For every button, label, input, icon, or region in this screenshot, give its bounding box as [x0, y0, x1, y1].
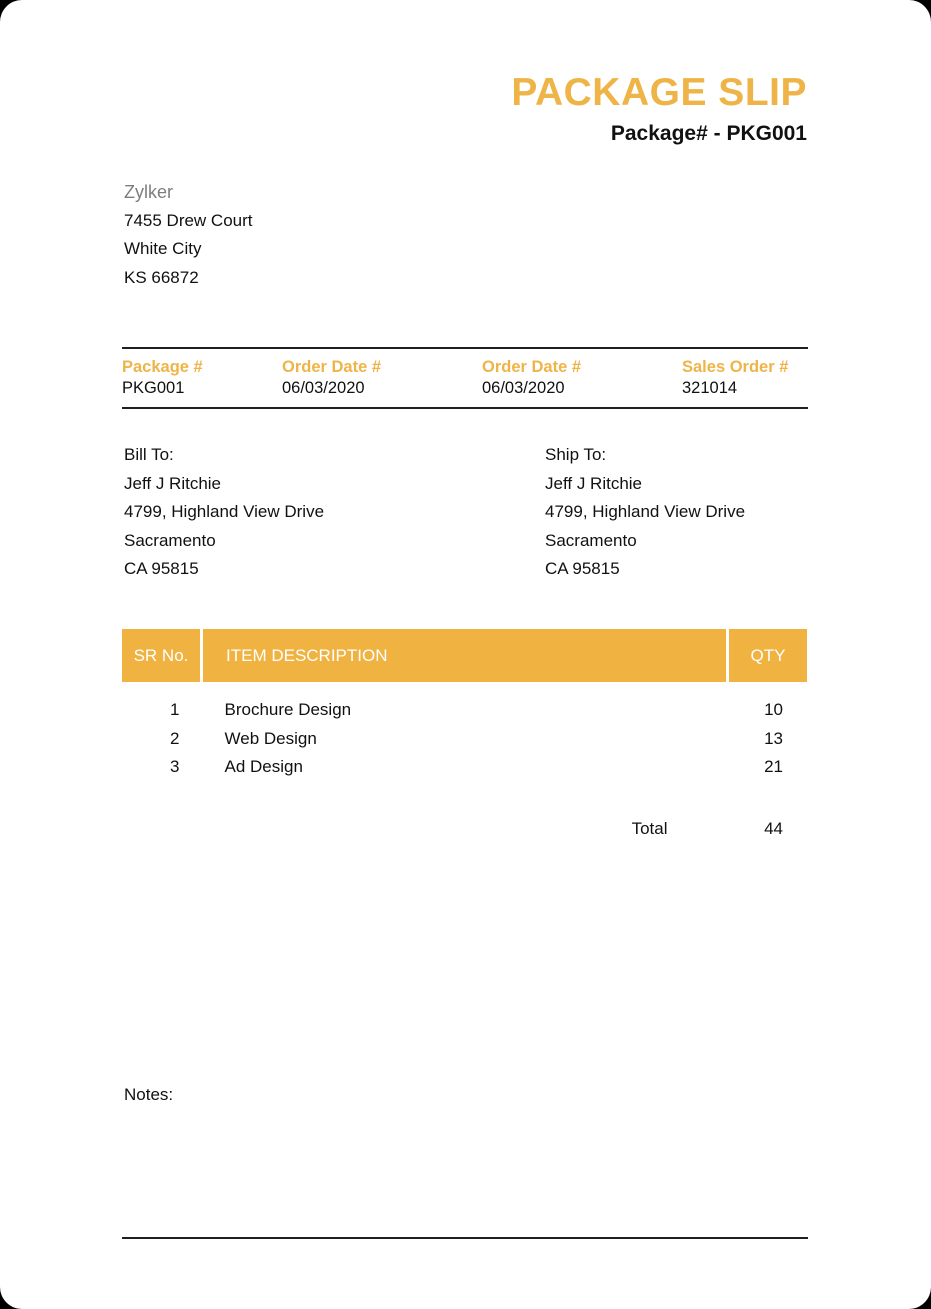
footer-divider	[122, 1237, 808, 1239]
line-items-table: SR No. ITEM DESCRIPTION QTY 1 Brochure D…	[122, 629, 807, 843]
package-number-subtitle: Package# - PKG001	[610, 122, 807, 145]
bill-to-block: Bill To: Jeff J Ritchie 4799, Highland V…	[124, 441, 324, 584]
meta-value-order-date-2: 06/03/2020	[482, 379, 565, 397]
meta-header-package-number: Package #	[122, 358, 203, 376]
row-item-description: Brochure Design	[224, 700, 352, 720]
sender-company-name: Zylker	[124, 182, 173, 202]
total-label: Total	[631, 818, 668, 838]
row-qty: 21	[764, 757, 783, 777]
row-sr-no: 2	[170, 728, 180, 748]
meta-value-order-date-1: 06/03/2020	[282, 379, 365, 397]
column-header-sr-no: SR No.	[122, 629, 203, 682]
row-sr-no: 3	[170, 757, 180, 777]
sender-address-line-2: White City	[124, 239, 202, 258]
table-row: 1 Brochure Design 10	[122, 682, 807, 725]
bill-to-address-line-1: 4799, Highland View Drive	[124, 502, 325, 521]
meta-value-package-number: PKG001	[122, 379, 185, 397]
table-row: 2 Web Design 13	[122, 725, 807, 754]
sender-address-line-3: KS 66872	[124, 267, 199, 287]
row-sr-no: 1	[170, 700, 180, 720]
total-row: Total 44	[122, 782, 807, 844]
row-item-description: Web Design	[224, 728, 317, 748]
row-item-description: Ad Design	[224, 757, 303, 777]
meta-value-sales-order-number: 321014	[682, 379, 738, 397]
ship-to-label: Ship To:	[545, 445, 607, 464]
table-row: 3 Ad Design 21	[122, 753, 807, 782]
page-title: PACKAGE SLIP	[511, 71, 807, 114]
ship-to-address-line-3: CA 95815	[545, 559, 620, 578]
order-meta-header-row: Package # Order Date # Order Date # Sale…	[122, 349, 808, 379]
line-items-header-row: SR No. ITEM DESCRIPTION QTY	[122, 629, 807, 682]
bill-to-label: Bill To:	[124, 445, 174, 464]
meta-header-sales-order-number: Sales Order #	[682, 358, 789, 376]
order-meta-value-row: PKG001 06/03/2020 06/03/2020 321014	[122, 379, 808, 407]
total-spacer	[122, 782, 202, 844]
order-meta-table: Package # Order Date # Order Date # Sale…	[122, 347, 808, 409]
column-header-item-description: ITEM DESCRIPTION	[201, 629, 729, 682]
bill-to-address-line-2: Sacramento	[124, 530, 216, 550]
ship-to-name: Jeff J Ritchie	[545, 473, 643, 493]
notes-label: Notes:	[124, 1085, 174, 1104]
ship-to-address-line-2: Sacramento	[545, 530, 637, 550]
column-header-qty: QTY	[727, 629, 807, 682]
row-qty: 13	[764, 728, 783, 748]
bill-to-name: Jeff J Ritchie	[124, 473, 222, 493]
meta-header-order-date-2: Order Date #	[482, 358, 582, 376]
meta-header-order-date-1: Order Date #	[282, 358, 382, 376]
total-qty-value: 44	[764, 818, 783, 838]
sender-address-block: Zylker 7455 Drew Court White City KS 668…	[124, 178, 253, 292]
bill-to-address-line-3: CA 95815	[124, 559, 199, 578]
ship-to-block: Ship To: Jeff J Ritchie 4799, Highland V…	[545, 441, 745, 584]
sender-address-line-1: 7455 Drew Court	[124, 210, 253, 230]
row-qty: 10	[764, 700, 783, 720]
ship-to-address-line-1: 4799, Highland View Drive	[545, 502, 746, 521]
